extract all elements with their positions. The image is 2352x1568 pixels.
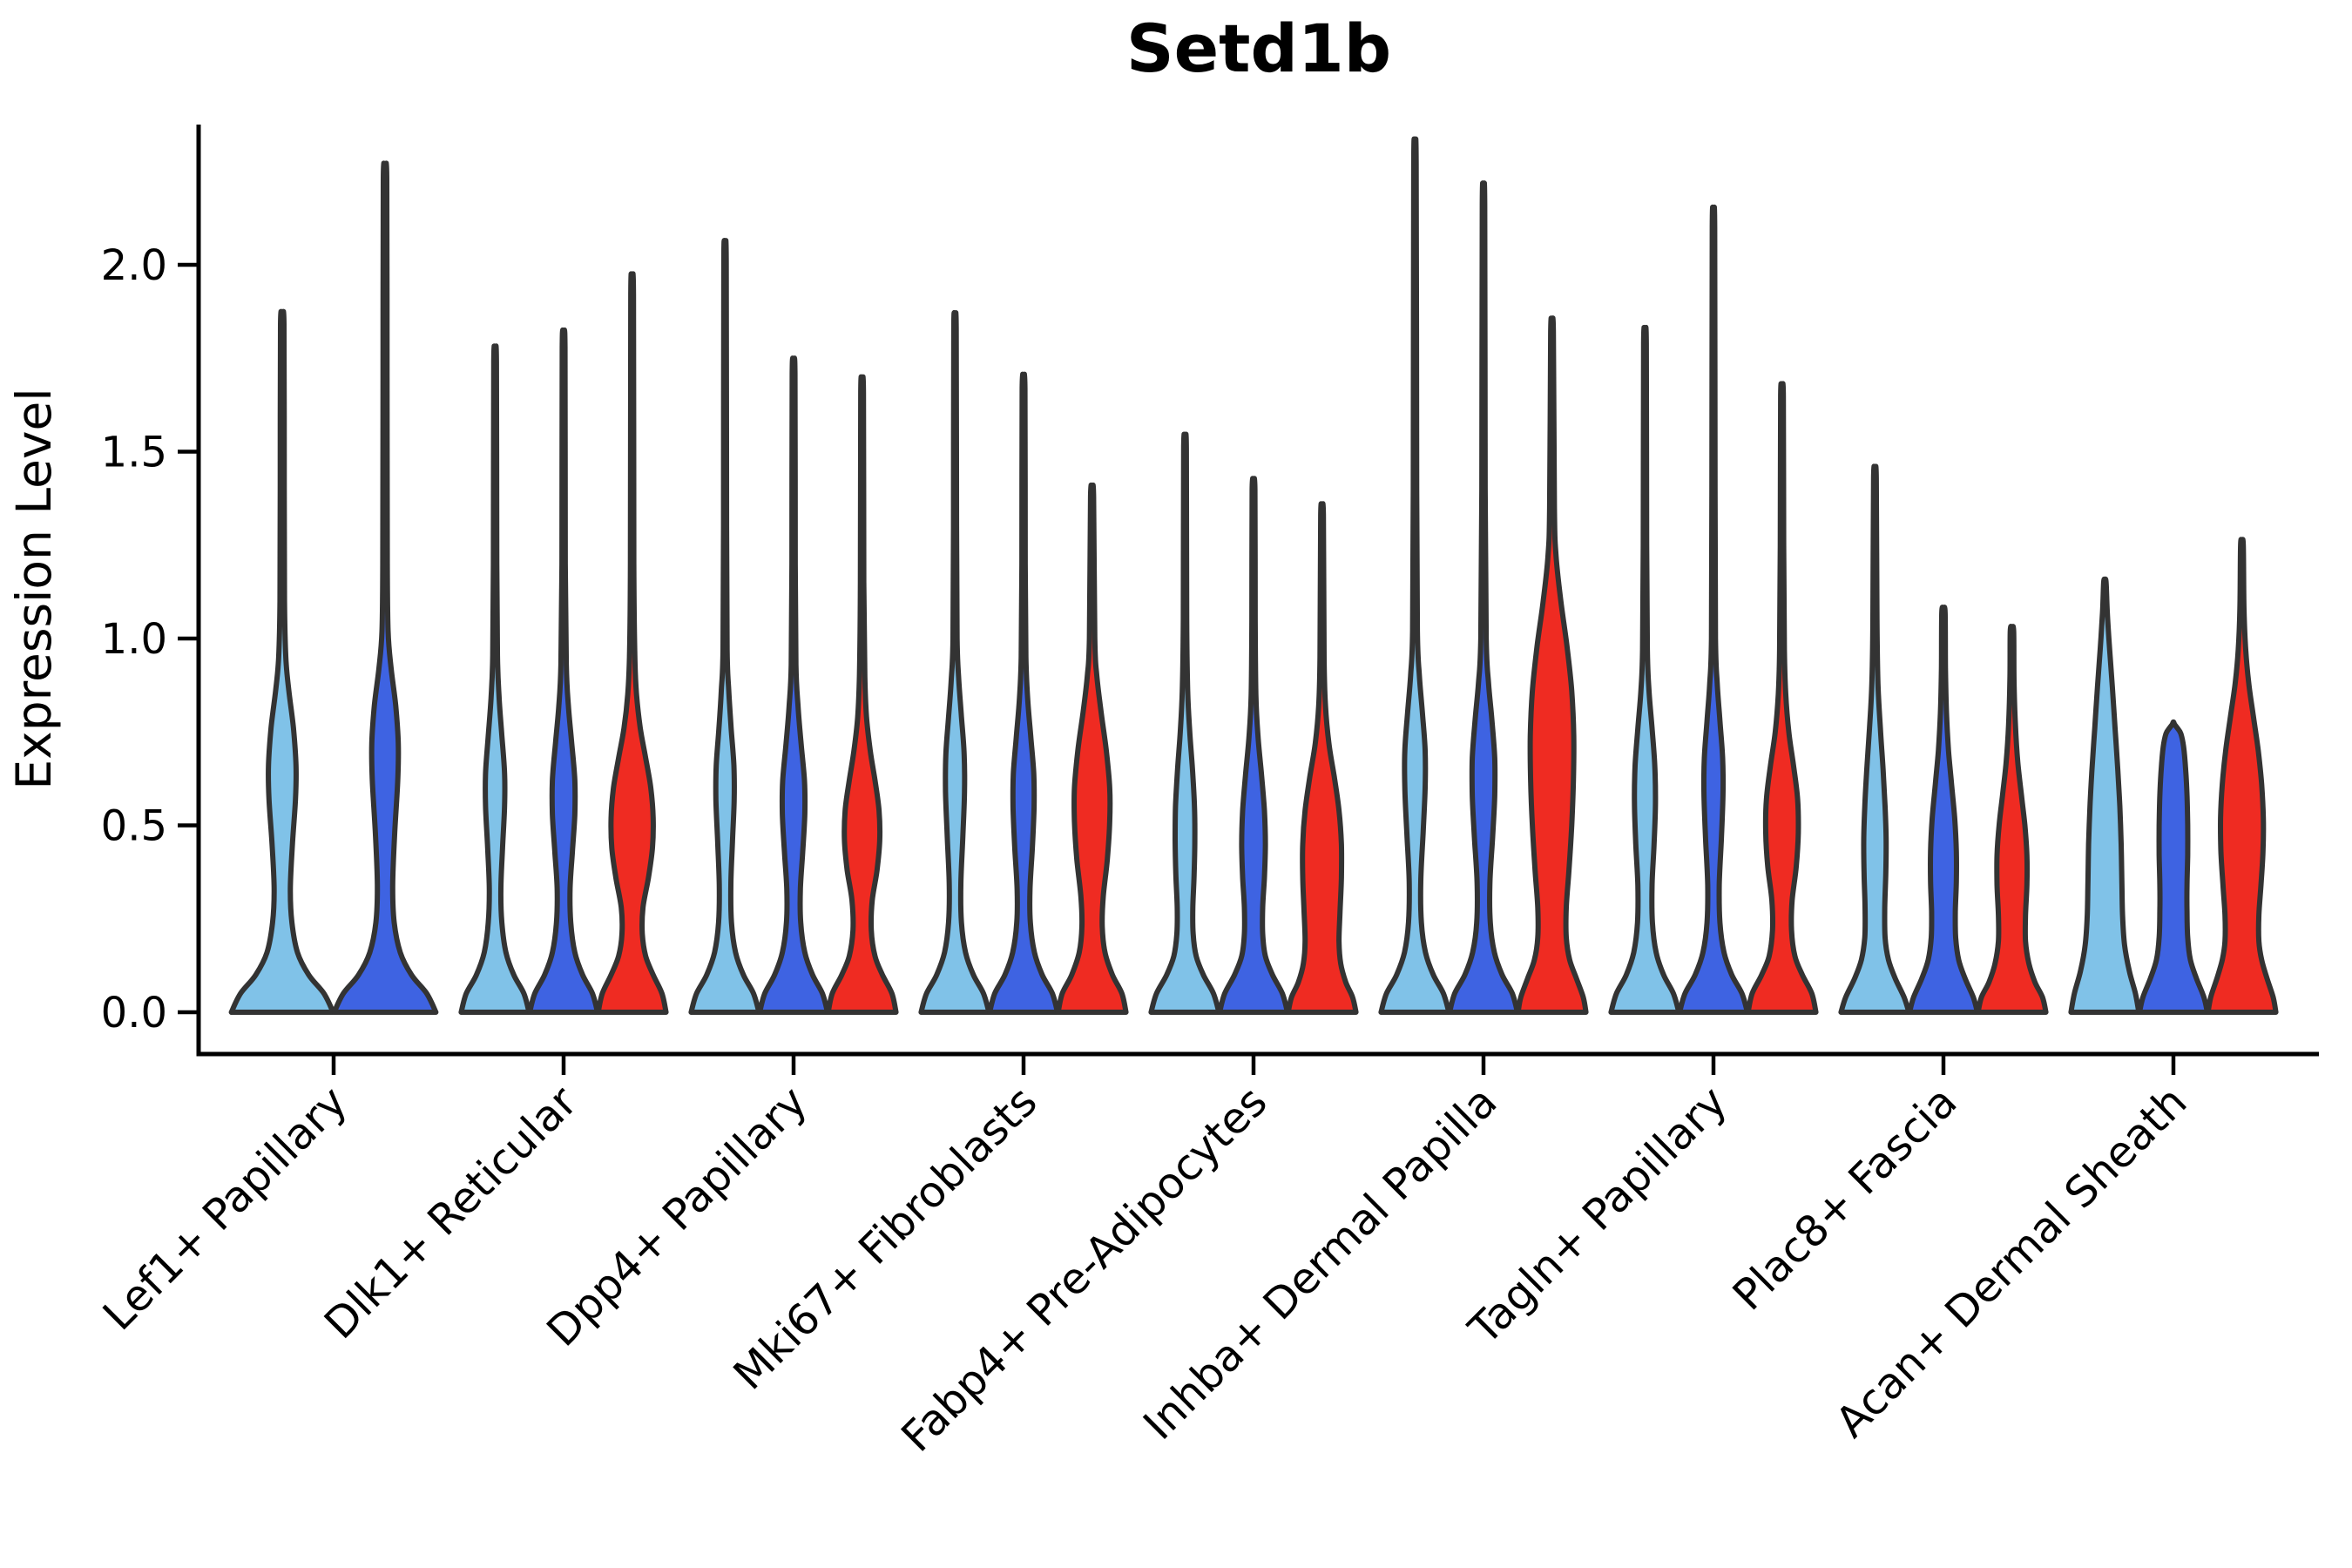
violin-group4-series2 bbox=[987, 371, 1060, 1015]
violin-group4-series1 bbox=[918, 310, 992, 1015]
violin-group5-series3 bbox=[1285, 501, 1359, 1015]
y-tick-label: 0.0 bbox=[101, 989, 167, 1037]
violin-group4-series3 bbox=[1055, 482, 1129, 1015]
violin-group7-series3 bbox=[1745, 381, 1819, 1015]
violin-group7-series2 bbox=[1677, 205, 1750, 1015]
x-tick-label-2: Dlk1+ Reticular bbox=[315, 1077, 588, 1349]
violin-group1-series2 bbox=[331, 160, 439, 1015]
violin-group8-series3 bbox=[1975, 624, 2049, 1015]
violin-group2-series2 bbox=[527, 328, 600, 1015]
violin-group8-series2 bbox=[1907, 605, 1980, 1015]
y-axis-title: Expression Level bbox=[6, 388, 62, 789]
violin-group2-series3 bbox=[595, 271, 669, 1015]
violin-group8-series1 bbox=[1838, 463, 1912, 1015]
y-tick-label: 0.5 bbox=[101, 802, 167, 851]
x-tick-label-7: Tagln+ Papillary bbox=[1459, 1077, 1737, 1355]
y-tick-label: 1.5 bbox=[101, 429, 167, 477]
violin-group2-series1 bbox=[458, 343, 532, 1015]
violin-group6-series3 bbox=[1515, 315, 1589, 1015]
violin-group5-series2 bbox=[1217, 476, 1290, 1015]
chart-title: Setd1b bbox=[1126, 10, 1391, 87]
violin-group5-series1 bbox=[1148, 431, 1222, 1015]
violin-group3-series2 bbox=[757, 355, 830, 1015]
violin-group6-series2 bbox=[1447, 180, 1520, 1015]
violin-group9-series1 bbox=[2068, 576, 2142, 1015]
y-tick-label: 1.0 bbox=[101, 615, 167, 664]
violin-group3-series1 bbox=[688, 238, 762, 1015]
x-tick-label-5: Fabp4+ Pre-Adipocytes bbox=[892, 1077, 1277, 1462]
violin-group3-series3 bbox=[825, 374, 899, 1015]
x-tick-label-8: Plac8+ Fascia bbox=[1723, 1077, 1966, 1320]
violin-group7-series1 bbox=[1608, 324, 1682, 1015]
violin-group9-series2 bbox=[2137, 719, 2210, 1015]
y-tick-label: 2.0 bbox=[101, 241, 167, 290]
x-tick-label-1: Lef1+ Papillary bbox=[93, 1077, 356, 1340]
violin-group6-series1 bbox=[1378, 136, 1452, 1015]
violin-group9-series3 bbox=[2205, 537, 2279, 1015]
violin-group1-series1 bbox=[228, 308, 336, 1015]
